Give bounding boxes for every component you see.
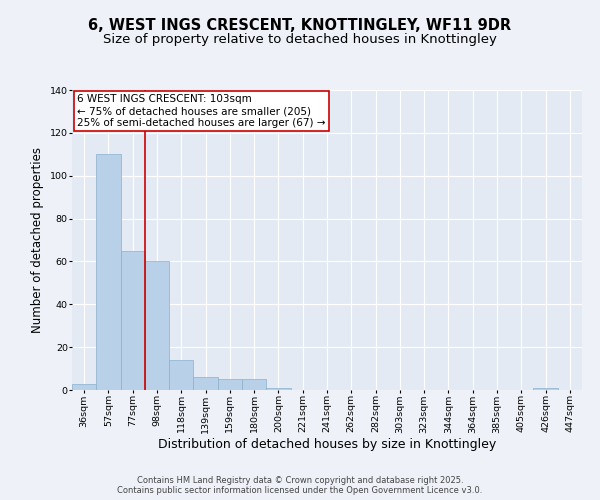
Bar <box>242 380 266 390</box>
Y-axis label: Number of detached properties: Number of detached properties <box>31 147 44 333</box>
Bar <box>169 360 193 390</box>
Bar <box>145 262 169 390</box>
Bar <box>218 380 242 390</box>
Text: Size of property relative to detached houses in Knottingley: Size of property relative to detached ho… <box>103 32 497 46</box>
Bar <box>72 384 96 390</box>
X-axis label: Distribution of detached houses by size in Knottingley: Distribution of detached houses by size … <box>158 438 496 451</box>
Bar <box>533 388 558 390</box>
Text: 6, WEST INGS CRESCENT, KNOTTINGLEY, WF11 9DR: 6, WEST INGS CRESCENT, KNOTTINGLEY, WF11… <box>88 18 512 32</box>
Bar <box>193 377 218 390</box>
Bar <box>121 250 145 390</box>
Bar <box>96 154 121 390</box>
Text: 6 WEST INGS CRESCENT: 103sqm
← 75% of detached houses are smaller (205)
25% of s: 6 WEST INGS CRESCENT: 103sqm ← 75% of de… <box>77 94 326 128</box>
Text: Contains HM Land Registry data © Crown copyright and database right 2025.
Contai: Contains HM Land Registry data © Crown c… <box>118 476 482 495</box>
Bar <box>266 388 290 390</box>
